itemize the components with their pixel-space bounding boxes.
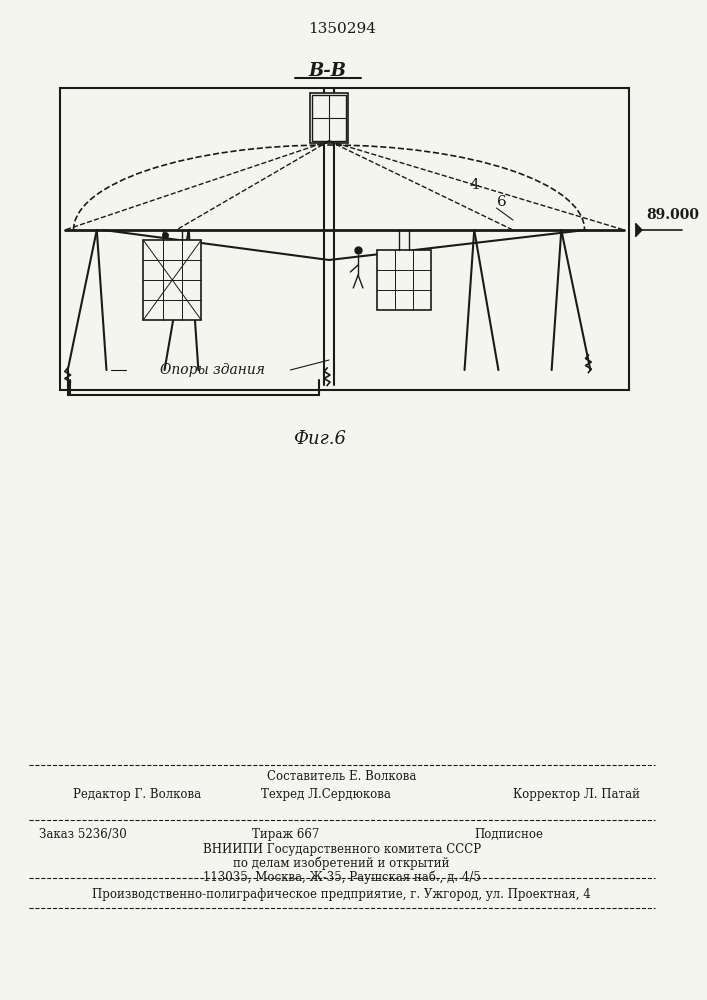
Text: Производственно-полиграфическое предприятие, г. Ужгород, ул. Проектная, 4: Производственно-полиграфическое предприя… bbox=[92, 888, 591, 901]
Text: Подписное: Подписное bbox=[474, 828, 543, 841]
Bar bbox=[378, 250, 431, 310]
Bar bbox=[310, 93, 349, 143]
Text: ВНИИПИ Государственного комитета СССР: ВНИИПИ Государственного комитета СССР bbox=[203, 843, 481, 856]
Text: 89.000: 89.000 bbox=[646, 208, 699, 222]
Text: 113035, Москва, Ж-35, Раушская наб., д. 4/5: 113035, Москва, Ж-35, Раушская наб., д. … bbox=[203, 871, 481, 884]
Text: Редактор Г. Волкова: Редактор Г. Волкова bbox=[73, 788, 201, 801]
Bar bbox=[144, 240, 201, 320]
Text: Техред Л.Сердюкова: Техред Л.Сердюкова bbox=[262, 788, 391, 801]
Text: Составитель Е. Волкова: Составитель Е. Волкова bbox=[267, 770, 416, 783]
Text: Корректор Л. Патай: Корректор Л. Патай bbox=[513, 788, 640, 801]
Polygon shape bbox=[636, 224, 642, 236]
Text: 4: 4 bbox=[469, 178, 479, 192]
Text: по делам изобретений и открытий: по делам изобретений и открытий bbox=[233, 857, 450, 870]
Text: В-В: В-В bbox=[308, 62, 346, 80]
Text: Опоры здания: Опоры здания bbox=[160, 363, 265, 377]
Text: Заказ 5236/30: Заказ 5236/30 bbox=[39, 828, 127, 841]
Bar bbox=[312, 95, 346, 141]
Text: Фиг.6: Фиг.6 bbox=[293, 430, 346, 448]
Text: Тираж 667: Тираж 667 bbox=[252, 828, 319, 841]
Text: 6: 6 bbox=[498, 195, 507, 209]
Bar bbox=[60, 88, 629, 390]
Text: 1350294: 1350294 bbox=[308, 22, 375, 36]
